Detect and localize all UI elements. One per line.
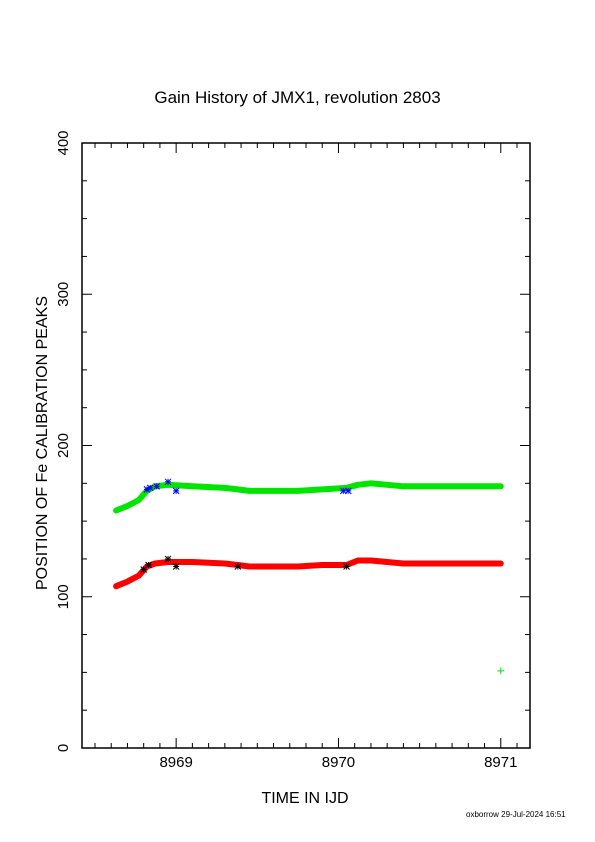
series-line	[113, 480, 504, 514]
star-point	[343, 563, 350, 570]
series-layer	[113, 478, 505, 675]
star-point	[172, 563, 180, 570]
plot-frame	[81, 142, 531, 749]
star-point	[234, 563, 242, 570]
chart-title: Gain History of JMX1, revolution 2803	[154, 88, 441, 107]
y-axis-label: POSITION OF Fe CALIBRATION PEAKS	[34, 296, 51, 590]
star-point	[146, 484, 154, 492]
star-point	[172, 487, 180, 495]
ticks-layer	[82, 142, 530, 749]
footer-credit: oxborrow 29-Jul-2024 16:51	[466, 810, 566, 819]
star-point	[164, 478, 172, 486]
y-tick-label: 100	[55, 584, 72, 609]
star-point	[145, 561, 152, 569]
x-tick-label: 8970	[322, 754, 355, 771]
y-tick-label: 0	[55, 744, 72, 752]
plus-point	[497, 667, 505, 675]
star-point	[344, 487, 352, 495]
y-tick-label: 200	[55, 433, 72, 458]
star-point	[153, 482, 161, 490]
star-point	[164, 555, 172, 563]
tick-labels-layer: 8969 8970 8971 0 100 200 300 400	[55, 130, 517, 771]
y-tick-label: 400	[55, 130, 72, 155]
star-point	[140, 566, 148, 573]
x-tick-label: 8969	[159, 754, 192, 771]
y-tick-label: 300	[55, 282, 72, 307]
x-axis-label: TIME IN IJD	[261, 790, 349, 807]
x-tick-label: 8971	[484, 754, 517, 771]
